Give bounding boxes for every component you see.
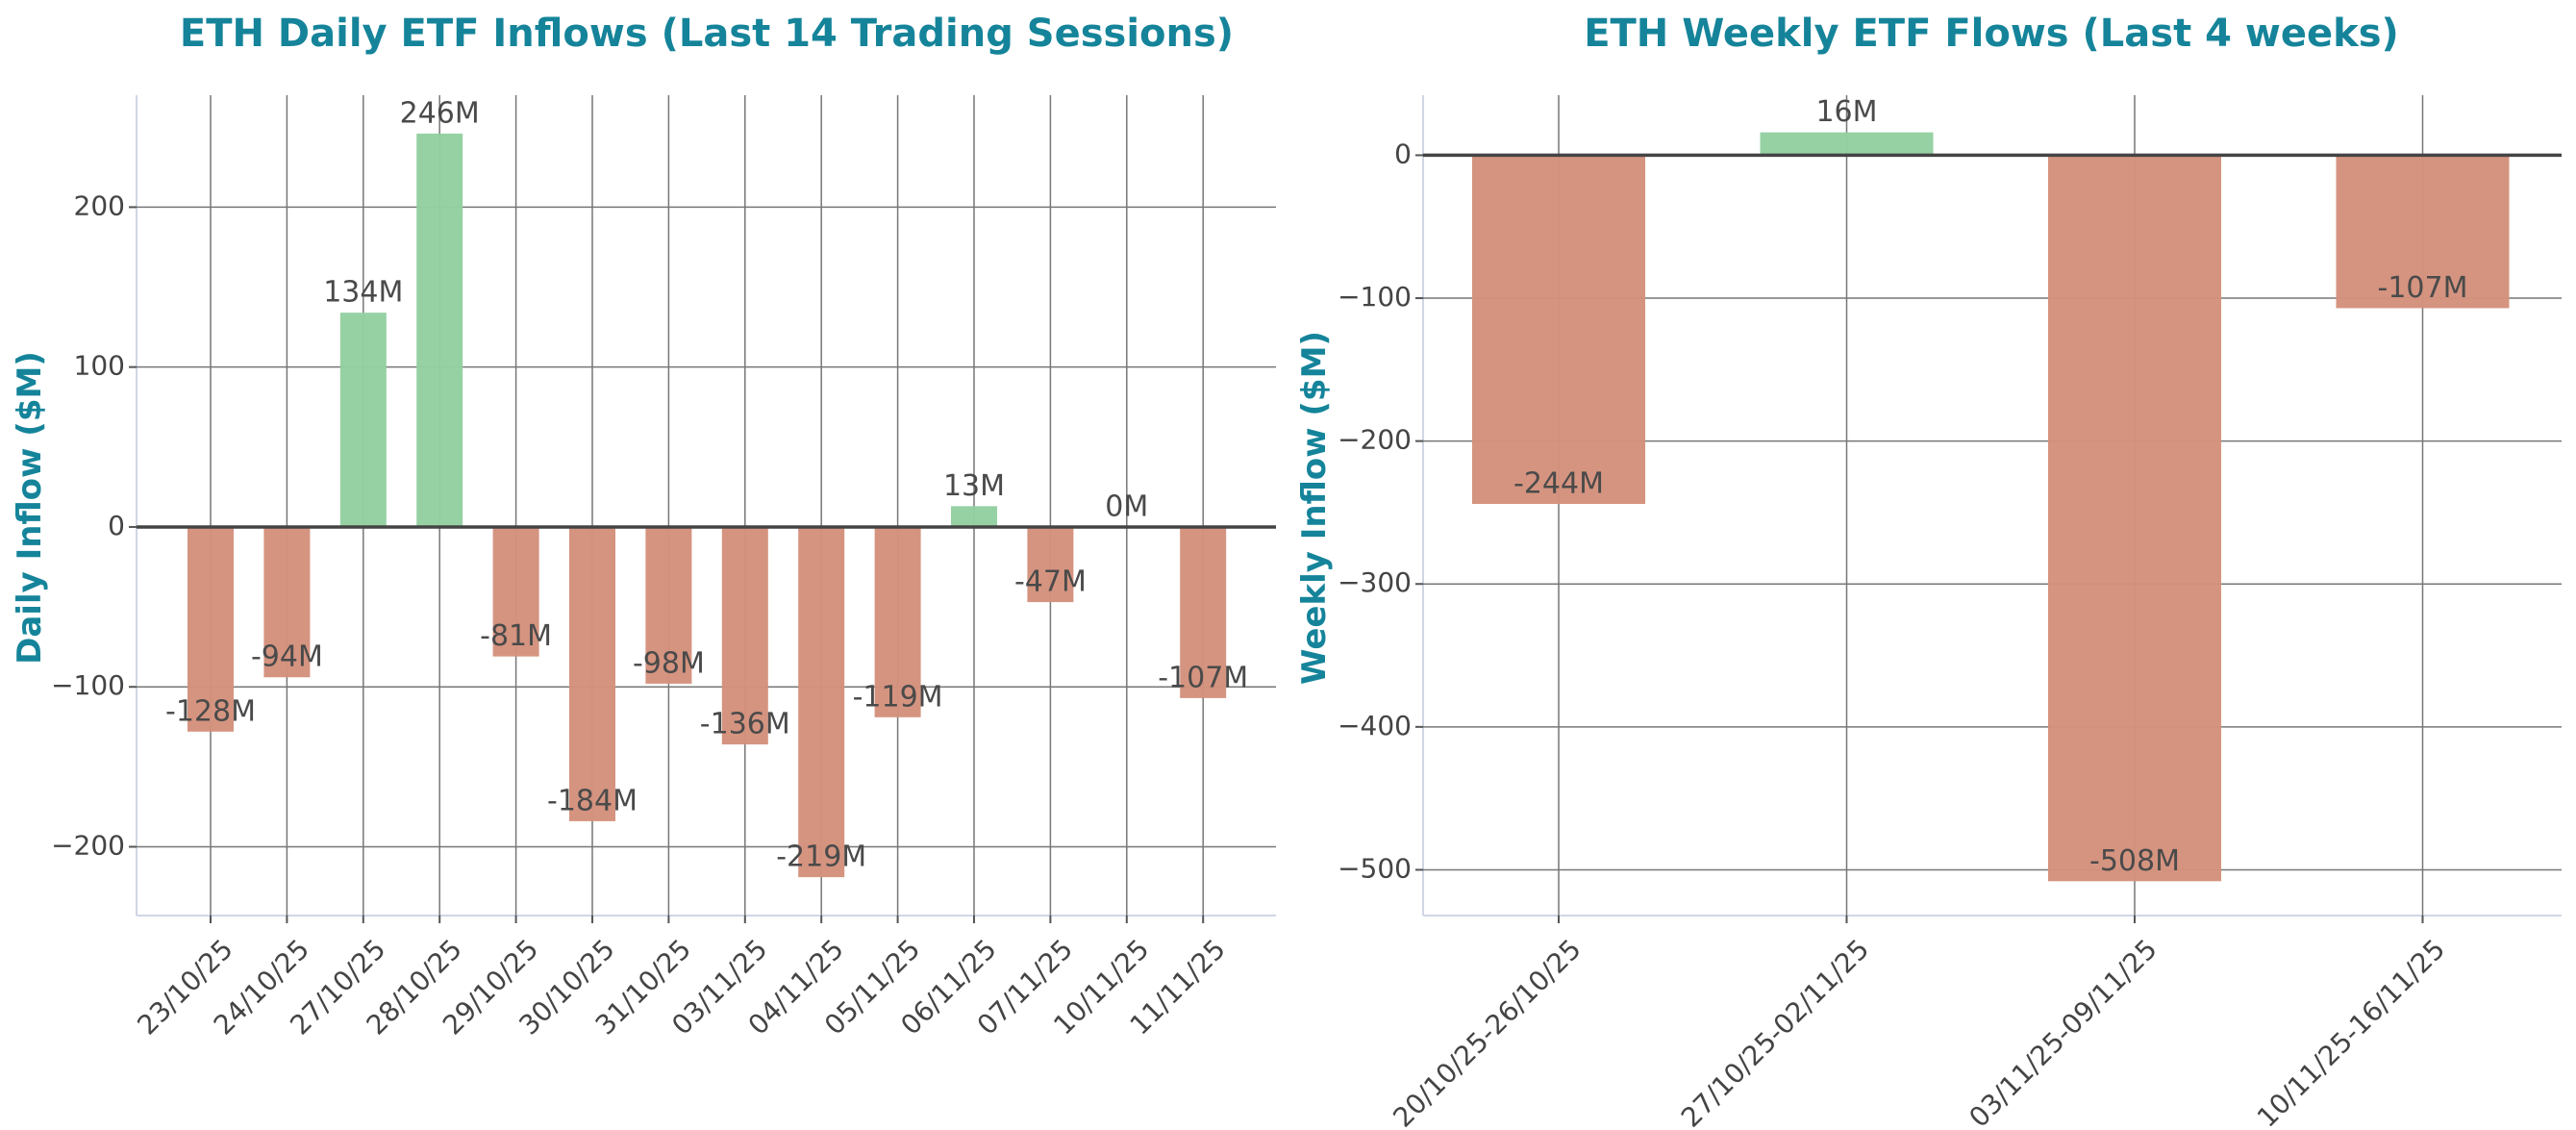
bar-value-label: -119M	[853, 680, 943, 714]
weekly-flows-chart: ETH Weekly ETF Flows (Last 4 weeks) Week…	[1295, 12, 2562, 1130]
bar-value-label: -508M	[2089, 844, 2180, 878]
bar	[1027, 526, 1074, 603]
y-tick-label: −100	[1338, 281, 1412, 313]
bar	[188, 526, 234, 732]
y-tick-label: 200	[74, 189, 125, 221]
bar-value-label: 246M	[400, 96, 480, 130]
bar	[2048, 155, 2221, 882]
y-tick-label: 0	[108, 510, 125, 541]
x-tick-label: 27/10/25-02/11/25	[1675, 933, 1875, 1130]
bar-value-label: -128M	[165, 694, 256, 728]
bar	[951, 506, 997, 527]
bar	[721, 526, 768, 745]
x-tick-label: 20/10/25-26/10/25	[1387, 933, 1587, 1130]
y-axis-label: Daily Inflow ($M)	[11, 351, 49, 665]
bar-value-label: 16M	[1815, 95, 1877, 129]
y-tick-label: −400	[1338, 710, 1412, 741]
y-tick-label: −500	[1338, 852, 1412, 884]
y-axis-label: Weekly Inflow ($M)	[1295, 331, 1334, 685]
y-tick-label: −200	[1338, 424, 1412, 456]
bar	[263, 526, 311, 678]
bar-value-label: -136M	[700, 708, 790, 741]
bar-value-label: 134M	[323, 276, 403, 310]
bar-value-label: 13M	[943, 469, 1005, 503]
bar	[569, 526, 615, 821]
y-tick-label: −200	[51, 830, 125, 862]
chart-title: ETH Daily ETF Inflows (Last 14 Trading S…	[180, 12, 1234, 56]
y-tick-label: 100	[74, 350, 125, 382]
bar	[1472, 155, 1645, 505]
bar	[874, 526, 921, 717]
bar-value-label: -98M	[633, 646, 705, 680]
bar-value-label: -47M	[1014, 565, 1087, 599]
bar	[492, 526, 539, 657]
bar-value-label: 0M	[1105, 490, 1148, 523]
bar-value-label: -107M	[2378, 271, 2468, 305]
daily-inflows-chart: ETH Daily ETF Inflows (Last 14 Trading S…	[11, 12, 1276, 1042]
bar	[2336, 155, 2510, 309]
bar	[339, 313, 387, 527]
bar-value-label: -184M	[547, 784, 638, 817]
x-tick-label: 03/11/25-09/11/25	[1963, 933, 2163, 1130]
bar	[798, 526, 845, 878]
bar-value-label: -244M	[1513, 467, 1604, 501]
x-tick-label: 10/11/25-16/11/25	[2251, 933, 2451, 1130]
bar-value-label: -81M	[480, 619, 552, 653]
bar-value-label: -219M	[776, 841, 866, 874]
bar	[1760, 132, 1934, 156]
y-tick-label: 0	[1394, 138, 1412, 169]
bar	[416, 133, 463, 527]
bar	[1180, 526, 1227, 698]
bar-value-label: -107M	[1158, 661, 1248, 694]
y-tick-label: −100	[51, 669, 125, 701]
bar	[645, 526, 692, 684]
bar-value-label: -94M	[251, 640, 323, 674]
chart-title: ETH Weekly ETF Flows (Last 4 weeks)	[1584, 12, 2399, 56]
y-tick-label: −300	[1338, 566, 1412, 598]
